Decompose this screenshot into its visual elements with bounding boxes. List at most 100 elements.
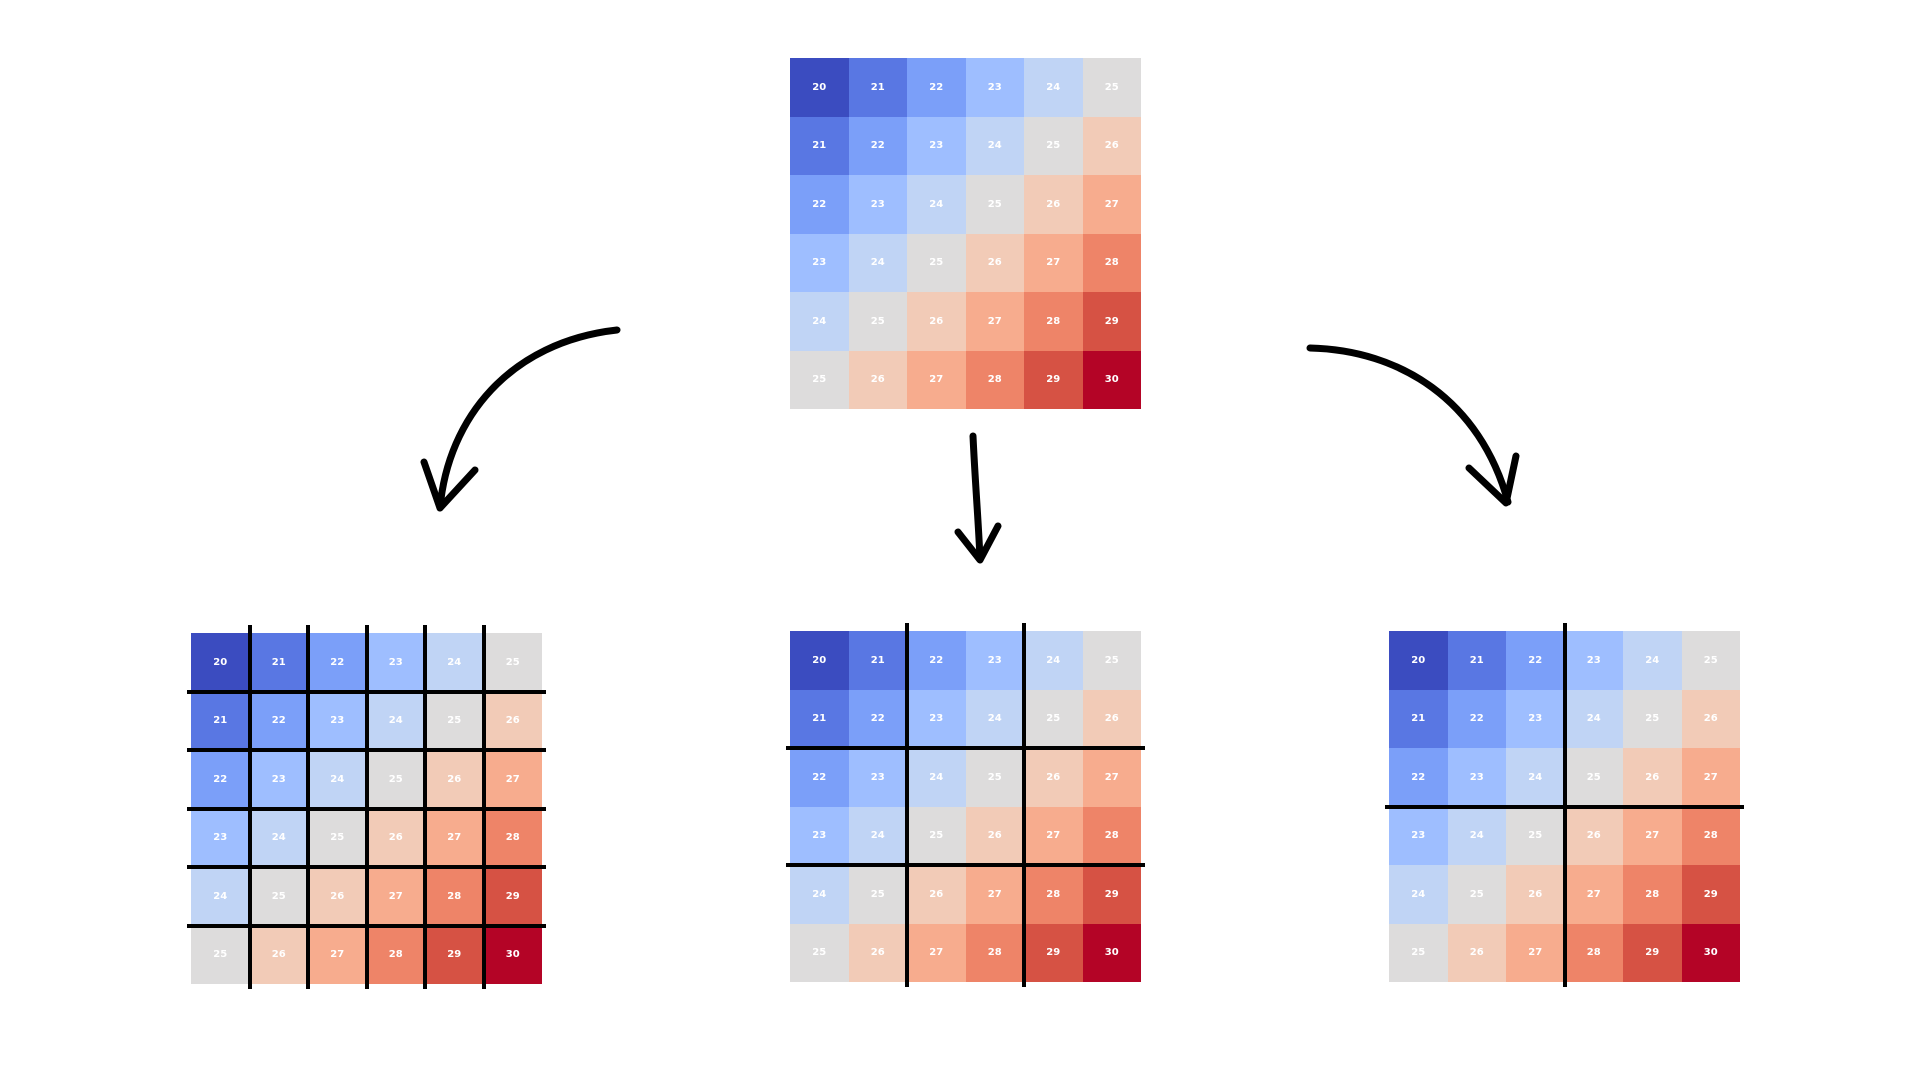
heatmap-cell: 30	[1082, 350, 1141, 409]
heatmap-cell: 20	[790, 58, 849, 117]
block-divider-vertical	[481, 625, 486, 989]
heatmap-cell: 24	[965, 116, 1024, 175]
heatmap-cell: 25	[1389, 923, 1448, 982]
heatmap-cell: 30	[483, 925, 542, 984]
heatmap-cell: 27	[425, 808, 484, 867]
block-divider-horizontal	[187, 806, 546, 811]
heatmap-cell: 27	[1024, 233, 1083, 292]
heatmap-cell: 27	[1082, 175, 1141, 234]
heatmap-cell: 26	[483, 691, 542, 750]
heatmap-cell: 24	[366, 691, 425, 750]
block-divider-horizontal	[187, 923, 546, 928]
heatmap-cell: 25	[1623, 689, 1682, 748]
heatmap-cell: 28	[366, 925, 425, 984]
heatmap-cell: 25	[366, 750, 425, 809]
heatmap-cell: 20	[191, 633, 250, 692]
heatmap-cell: 24	[965, 689, 1024, 748]
heatmap-cell: 29	[483, 867, 542, 926]
heatmap-cell: 30	[1082, 923, 1141, 982]
heatmap-cell: 25	[1564, 748, 1623, 807]
heatmap-cell: 30	[1681, 923, 1740, 982]
heatmap-cell: 25	[1082, 631, 1141, 690]
heatmap-cell: 24	[907, 175, 966, 234]
heatmap-cell: 25	[425, 691, 484, 750]
heatmap-cell: 23	[1389, 806, 1448, 865]
heatmap-cell: 23	[965, 631, 1024, 690]
heatmap-cell: 22	[249, 691, 308, 750]
heatmap-cell: 22	[191, 750, 250, 809]
heatmap-cell: 24	[1447, 806, 1506, 865]
arrow-down-icon	[954, 432, 1002, 564]
heatmap-cell: 21	[790, 116, 849, 175]
heatmap-cell: 26	[965, 806, 1024, 865]
heatmap-cell: 23	[965, 58, 1024, 117]
heatmap-cell: 29	[1082, 292, 1141, 351]
heatmap-cell: 27	[907, 350, 966, 409]
heatmap-cell: 27	[1024, 806, 1083, 865]
heatmap-cell: 21	[191, 691, 250, 750]
heatmap-cell: 25	[1506, 806, 1565, 865]
heatmap-cell: 27	[1506, 923, 1565, 982]
heatmap-cell: 25	[1082, 58, 1141, 117]
heatmap-cell: 25	[1024, 116, 1083, 175]
block-divider-horizontal	[187, 865, 546, 869]
heatmap-cell: 26	[1681, 689, 1740, 748]
heatmap-cell: 25	[907, 806, 966, 865]
heatmap-cell: 25	[907, 233, 966, 292]
block-divider-vertical	[1022, 623, 1026, 987]
heatmap-cell: 27	[1681, 748, 1740, 807]
curved-arrow-down-left-icon	[420, 326, 621, 512]
heatmap-cell: 24	[790, 292, 849, 351]
heatmap-cell: 28	[1082, 233, 1141, 292]
heatmap-cell: 22	[1389, 748, 1448, 807]
heatmap-cell: 27	[1082, 748, 1141, 807]
heatmap-cell: 24	[848, 806, 907, 865]
heatmap-cell: 25	[1447, 865, 1506, 924]
heatmap-cell: 22	[848, 689, 907, 748]
heatmap-cell: 25	[1024, 689, 1083, 748]
heatmap-cell: 23	[1447, 748, 1506, 807]
heatmap-cell: 22	[1447, 689, 1506, 748]
heatmap-cell: 26	[1506, 865, 1565, 924]
heatmap-cell: 28	[1082, 806, 1141, 865]
heatmap-cell: 27	[1623, 806, 1682, 865]
heatmap-cell: 26	[907, 292, 966, 351]
heatmap-cell: 25	[790, 923, 849, 982]
heatmap-cell: 29	[1082, 865, 1141, 924]
heatmap-cell: 24	[249, 808, 308, 867]
heatmap-cell: 26	[848, 923, 907, 982]
heatmap-cell: 23	[191, 808, 250, 867]
heatmap-cell: 23	[1564, 631, 1623, 690]
heatmap-cell: 26	[1623, 748, 1682, 807]
grid-2x2-blocks: 20 21 22 23 24 25 21 22 23 24 25 26 22 23 24 25 26 27 23 24…	[786, 623, 1145, 987]
heatmap-cell: 28	[425, 867, 484, 926]
heatmap-cell: 24	[1623, 631, 1682, 690]
heatmap-cell: 27	[965, 292, 1024, 351]
heatmap-cell: 23	[848, 748, 907, 807]
heatmap-cell: 28	[1024, 292, 1083, 351]
heatmap-cell: 20	[1389, 631, 1448, 690]
block-divider-horizontal	[786, 863, 1145, 867]
heatmap-cell: 23	[1506, 689, 1565, 748]
heatmap-cell: 28	[1623, 865, 1682, 924]
heatmap-cell: 29	[1024, 923, 1083, 982]
block-divider-vertical	[905, 623, 909, 987]
heatmap-cell: 29	[1024, 350, 1083, 409]
heatmap-cell: 24	[191, 867, 250, 926]
heatmap-cell: 24	[848, 233, 907, 292]
heatmap-cell: 24	[1564, 689, 1623, 748]
heatmap-cell: 28	[1564, 923, 1623, 982]
heatmap-cell: 23	[790, 806, 849, 865]
grid-3x3-blocks: 20 21 22 23 24 25 21 22 23 24 25 26 22 23 24 25 26 27 23 24…	[1385, 623, 1744, 987]
heatmap-cell: 20	[790, 631, 849, 690]
heatmap-cell: 27	[483, 750, 542, 809]
heatmap-cell: 26	[1082, 116, 1141, 175]
heatmap-cell: 25	[848, 865, 907, 924]
heatmap-cell: 28	[1681, 806, 1740, 865]
heatmap-cell: 28	[1024, 865, 1083, 924]
heatmap-cell: 22	[848, 116, 907, 175]
heatmap-cell: 26	[308, 867, 367, 926]
heatmap-cell: 26	[1024, 175, 1083, 234]
heatmap-cell: 25	[965, 748, 1024, 807]
